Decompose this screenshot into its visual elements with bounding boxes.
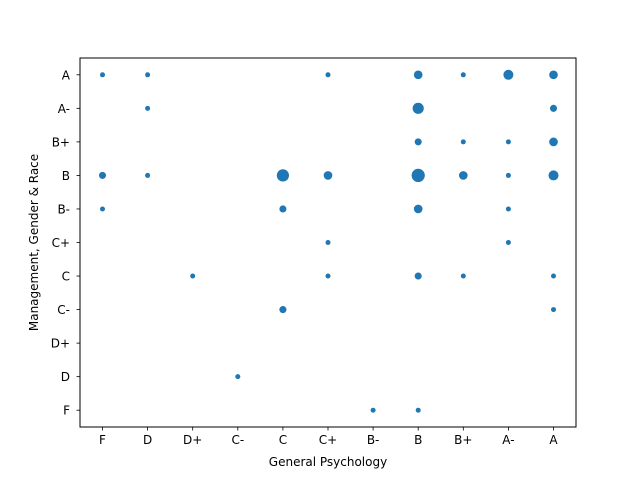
scatter-point [505,206,511,212]
y-tick-label: C+ [52,236,70,250]
x-tick-label: F [99,433,106,447]
x-tick-label: B+ [454,433,472,447]
y-tick-label: B- [57,202,70,216]
x-tick-label: C- [231,433,244,447]
scatter-point [548,170,559,181]
scatter-point [549,137,558,147]
scatter-point [325,240,331,245]
scatter-point [414,138,422,146]
scatter-point [551,273,556,279]
y-tick-label: D+ [51,337,70,351]
scatter-point [323,171,333,180]
scatter-point [325,273,331,279]
y-tick-label: B [62,169,70,183]
scatter-point [549,104,558,112]
y-tick-label: C- [57,303,70,317]
x-tick-label: C [279,433,287,447]
x-axis-label: General Psychology [269,455,387,469]
x-tick-label: D [143,433,152,447]
scatter-point [412,102,424,114]
y-tick-label: A [62,68,71,82]
scatter-point [551,307,556,313]
scatter-point [413,204,423,214]
x-tick-label: D+ [183,433,202,447]
y-tick-label: C [62,270,70,284]
x-tick-label: B- [367,433,380,447]
scatter-point [413,70,423,80]
scatter-point [415,407,421,413]
scatter-point [325,72,331,78]
scatter-point [549,70,558,80]
scatter-point [98,171,107,179]
x-tick-label: B [414,433,422,447]
scatter-point [370,407,376,413]
scatter-point [145,72,151,78]
scatter-point [460,72,466,78]
scatter-point [503,69,514,80]
y-axis-ticks: F D D+ C- C C+ B- B B+ A- A [51,68,80,418]
y-axis-label: Management, Gender & Race [27,154,41,331]
x-tick-label: A- [502,433,514,447]
scatter-point [279,205,287,213]
scatter-point [411,168,425,183]
scatter-point [460,273,466,279]
scatter-point [145,172,151,178]
scatter-point [279,306,287,314]
y-tick-label: B+ [52,135,70,149]
x-tick-label: C+ [319,433,337,447]
scatter-point [505,139,511,145]
scatter-point [505,240,511,245]
scatter-point [100,72,105,78]
y-tick-label: F [63,404,70,418]
x-tick-label: A [549,433,558,447]
scatter-point [190,273,196,279]
scatter-point [145,105,151,111]
x-axis-ticks: F D D+ C- C C+ B- B B+ A- A [99,427,558,447]
scatter-point [100,206,105,212]
y-tick-label: D [61,370,70,384]
scatter-point [414,272,422,280]
scatter-point [460,139,466,145]
scatter-point [276,169,290,182]
y-tick-label: A- [58,102,70,116]
scatter-point [235,374,241,380]
scatter-point [505,172,511,178]
scatter-point [458,171,468,180]
points-layer [98,69,559,413]
